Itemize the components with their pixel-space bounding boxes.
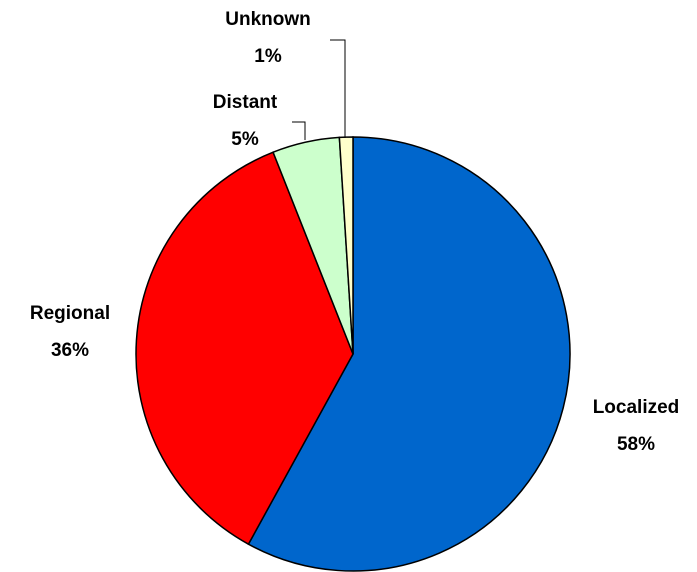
leader-line xyxy=(292,121,306,140)
slice-value-label: 5% xyxy=(231,129,259,150)
pie-slice xyxy=(247,136,571,572)
pie-slice xyxy=(135,151,354,546)
slice-label: Localized xyxy=(593,397,680,418)
slice-label: Distant xyxy=(213,92,278,113)
leader-line xyxy=(330,39,346,138)
slice-label: Regional xyxy=(30,303,110,324)
slice-value-label: 36% xyxy=(51,340,89,361)
pie-slice xyxy=(338,136,354,355)
slice-label: Unknown xyxy=(225,9,311,30)
slice-value-label: 1% xyxy=(254,46,282,67)
slice-value-label: 58% xyxy=(617,434,655,455)
